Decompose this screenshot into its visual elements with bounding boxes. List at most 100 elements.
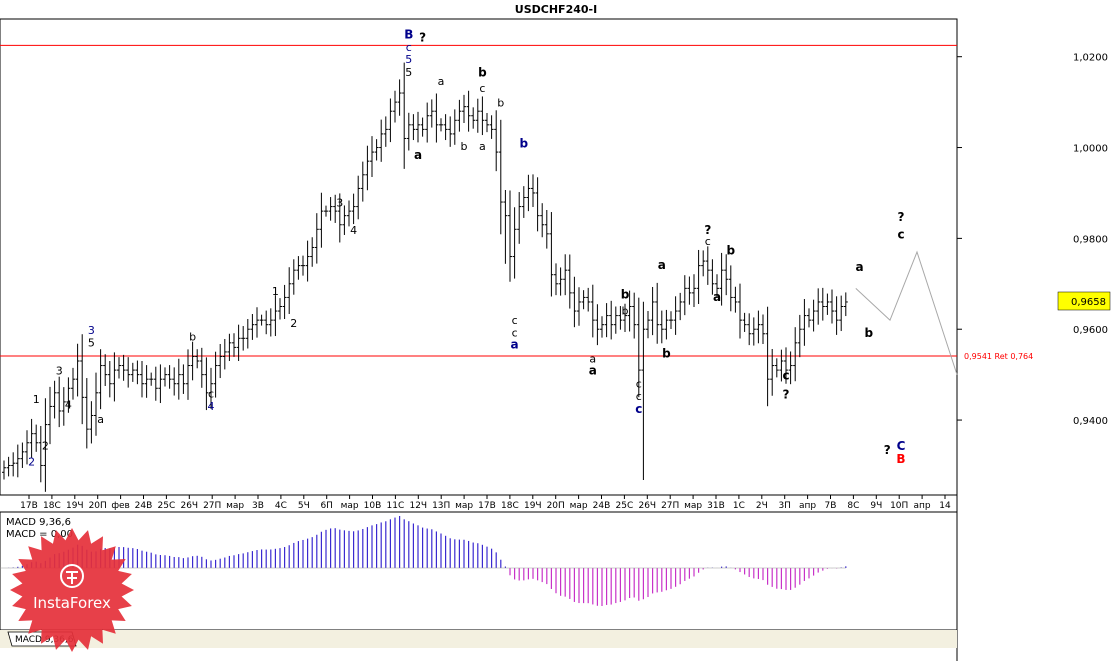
time-tick-label: мар [226,501,244,511]
time-tick-label: 8С [847,501,859,511]
candle-bar [153,366,158,401]
candle-bar [291,259,296,295]
candle-bar [719,252,724,306]
wave-label: b [622,305,629,318]
candle-bar [618,306,623,330]
candle-bar [176,358,181,400]
candle-bar [646,311,650,339]
logo-burst [10,528,134,652]
logo-emblem-mark [66,571,78,584]
candle-bar [632,292,637,339]
time-tick-label: 26Ч [638,501,656,511]
candle-bar [830,289,834,324]
candle-bar [167,365,172,389]
time-tick-label: мар [570,501,588,511]
candle-bar [448,116,453,147]
wave-label: 3 [336,197,343,210]
wave-label: b [461,140,468,153]
candle-bar [811,299,816,332]
candle-bar [48,386,52,445]
time-tick-label: 17В [478,501,496,511]
candle-bar [498,119,503,235]
wave-label: a [713,290,721,304]
candle-bar [324,205,328,217]
candle-bar [186,349,190,400]
candle-bar [738,283,742,339]
candle-bar [554,263,558,296]
candle-bar [66,377,71,413]
wave-label: a [97,413,104,426]
wave-label: b [865,326,874,340]
wave-label: 3 [56,365,63,378]
candle-bar [457,99,462,132]
time-tick-label: 19Ч [66,501,84,511]
price-axis: 1,0200 1,0000 0,9800 0,9600 0,9400 [957,53,1108,427]
candle-bar [98,349,103,410]
candle-bar [130,362,135,382]
candle-bar [347,200,351,227]
time-tick-label: 3П [778,501,791,511]
candle-bar [581,290,586,310]
candle-bar [673,296,678,335]
time-tick-label: 24В [135,501,153,511]
candle-bar [595,304,600,346]
candle-bar [383,116,388,147]
candle-bar [25,430,29,465]
wave-label: 2 [42,440,49,453]
candle-bar [705,246,710,285]
candle-bar [604,303,609,338]
candle-bar [71,367,75,400]
candle-bar [333,194,338,223]
wave-label: ? [783,387,790,401]
candle-bar [402,62,407,169]
candle-bar [337,193,342,243]
candle-bar [52,380,57,419]
candle-bar [149,372,154,386]
candle-bar [489,115,494,139]
candle-bar [273,295,278,337]
wave-label: B [404,28,413,42]
candle-bar [609,300,614,340]
wave-label: 1 [33,393,40,406]
candle-bar [310,237,315,267]
candle-bar [140,361,144,398]
candle-bar [659,310,664,344]
candle-bar [439,118,443,132]
macd-value-label: MACD = 0,00 [6,529,73,540]
candle-bar [825,293,830,315]
candle-bar [2,460,6,480]
time-tick-label: 18С [501,501,519,511]
wave-label: c [512,314,518,327]
time-tick-label: 2Ч [756,501,768,511]
candle-bar [577,287,581,326]
candle-bar [586,287,591,312]
candle-bar [724,254,729,296]
candle-bar [664,309,669,340]
candle-bar [420,117,425,137]
wave-label: c [705,235,711,248]
logo-text: InstaForex [33,594,111,612]
candle-bar [342,205,347,235]
wave-label: 4 [208,400,215,413]
candle-bar [112,352,117,402]
candle-bar [287,267,292,315]
candle-bar [38,425,43,483]
candle-bar [834,296,839,335]
candle-bar [549,212,554,297]
wave-label: c [782,369,789,383]
candle-bar [623,303,627,332]
wave-label: C [897,439,906,453]
candle-bar [692,274,696,307]
candle-bar [204,357,209,411]
wave-label: a [658,258,666,272]
wave-label: 1 [272,285,279,298]
candle-bar [236,324,241,362]
candle-bar [462,94,466,124]
wave-label: c [636,377,642,390]
candle-bar [793,327,798,382]
candle-bar [494,110,499,172]
candle-bar [802,299,807,346]
candle-bar [820,287,825,321]
candle-bar [314,213,319,264]
price-tick-label: 0,9800 [1073,234,1108,245]
